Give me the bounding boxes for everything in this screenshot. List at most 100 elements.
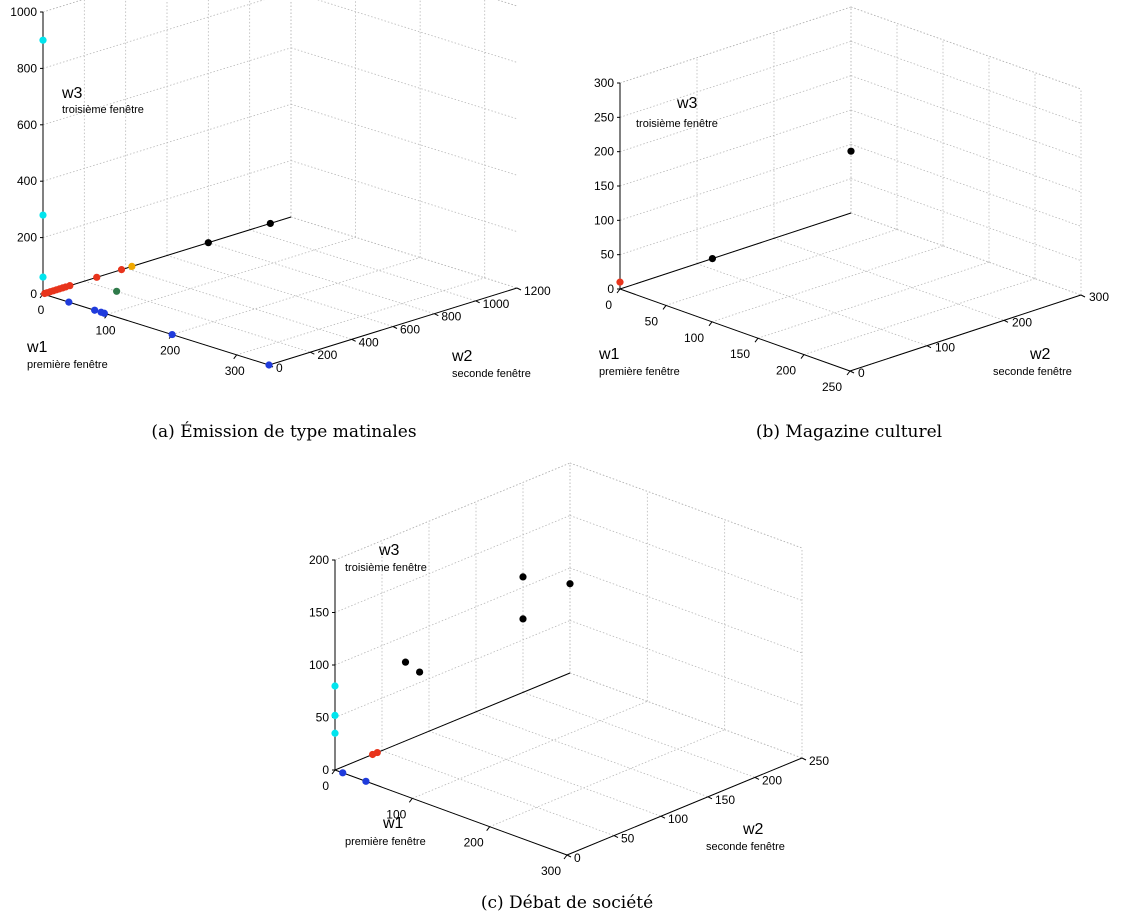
- data-point: [66, 282, 74, 290]
- x-tick: [708, 321, 713, 327]
- z-axis-label: w3: [378, 542, 400, 559]
- data-point: [117, 266, 126, 274]
- y-tick-label: 50: [621, 832, 635, 846]
- x-tick-label: 150: [730, 347, 750, 361]
- x-tick: [616, 288, 621, 294]
- grid-line: [42, 103, 292, 182]
- z-axis-label: w3: [61, 85, 83, 102]
- z-tick-label: 800: [17, 61, 37, 75]
- grid-line: [249, 229, 476, 302]
- x-tick-label: 100: [96, 323, 116, 337]
- z-tick-label: 0: [607, 282, 614, 296]
- y-tick: [660, 815, 666, 819]
- z-tick-label: 400: [17, 174, 37, 188]
- y-tick-label: 0: [276, 361, 283, 375]
- y-tick: [516, 287, 522, 291]
- x-tick: [233, 354, 238, 360]
- z-tick-label: 150: [594, 179, 614, 193]
- y-tick: [1003, 319, 1009, 323]
- grid-line: [569, 462, 803, 549]
- grid-line: [166, 255, 394, 327]
- y-tick: [1080, 294, 1086, 298]
- grid-line: [42, 0, 265, 69]
- grid-line: [696, 263, 928, 347]
- data-point: [39, 211, 47, 219]
- grid-line: [850, 178, 1082, 262]
- z-tick-label: 300: [594, 76, 614, 90]
- data-point: [65, 298, 73, 306]
- grid-line: [619, 6, 852, 84]
- x-axis-sublabel: première fenêtre: [27, 359, 108, 371]
- z-tick-label: 100: [309, 658, 329, 672]
- z-tick-label: 0: [322, 763, 329, 777]
- grid-line: [850, 40, 1082, 124]
- y-axis: [42, 216, 292, 295]
- grid-line: [42, 160, 292, 238]
- y-tick-label: 100: [668, 812, 688, 826]
- y-axis-label: w2: [742, 821, 764, 838]
- data-point: [362, 777, 370, 785]
- data-point: [265, 361, 273, 369]
- y-tick-label: 200: [762, 773, 782, 787]
- y-axis-sublabel: seconde fenêtre: [452, 368, 531, 380]
- grid-line: [334, 462, 571, 561]
- x-tick-label: 200: [464, 836, 484, 850]
- grid-line: [569, 515, 803, 601]
- grid-line: [334, 515, 571, 613]
- x-tick: [486, 826, 491, 831]
- x-axis-label: w1: [26, 339, 48, 356]
- y-tick: [351, 338, 356, 342]
- data-point: [331, 711, 339, 720]
- x-tick-label: 200: [160, 344, 180, 358]
- grid-line: [334, 567, 571, 666]
- grid-line: [773, 237, 1005, 321]
- grid-line: [619, 75, 852, 153]
- x-axis-label: w1: [598, 346, 620, 363]
- x-axis-sublabel: première fenêtre: [345, 836, 426, 848]
- x-tick: [331, 769, 336, 775]
- y-tick-label: 0: [858, 366, 865, 380]
- x-tick-label: 50: [645, 314, 659, 328]
- grid-line: [381, 750, 615, 836]
- x-tick-label: 200: [776, 364, 796, 378]
- data-point: [519, 615, 527, 623]
- y-tick: [754, 776, 760, 780]
- z-tick-label: 200: [17, 231, 37, 245]
- data-point: [128, 262, 136, 271]
- x-tick-label: 250: [822, 380, 842, 394]
- y-axis-front: [849, 294, 1082, 372]
- x-tick-label: 0: [605, 298, 612, 312]
- panel-caption: (b) Magazine culturel: [756, 422, 942, 442]
- grid-line: [42, 47, 292, 126]
- grid-line: [290, 47, 518, 120]
- y-axis-label: w2: [451, 348, 473, 365]
- y-tick: [801, 757, 807, 761]
- z-tick-label: 200: [309, 553, 329, 567]
- y-tick-label: 300: [1089, 290, 1109, 304]
- z-axis-sublabel: troisième fenêtre: [345, 562, 427, 574]
- data-point: [168, 330, 176, 339]
- x-axis: [334, 769, 568, 856]
- data-point: [266, 219, 274, 228]
- z-axis-sublabel: troisième fenêtre: [62, 104, 144, 116]
- grid-line: [290, 103, 518, 176]
- z-tick-label: 50: [601, 248, 615, 262]
- x-axis: [619, 288, 851, 372]
- x-tick: [800, 354, 805, 359]
- x-tick: [754, 337, 759, 343]
- data-point: [93, 273, 101, 281]
- z-tick-label: 50: [316, 711, 330, 725]
- panel-caption: (a) Émission de type matinales: [151, 421, 416, 442]
- y-tick: [926, 345, 932, 349]
- grid-line: [619, 178, 852, 256]
- panel-caption: (c) Débat de société: [481, 893, 653, 913]
- z-tick-label: 250: [594, 110, 614, 124]
- z-tick-label: 600: [17, 118, 37, 132]
- y-tick-label: 200: [317, 348, 337, 362]
- y-axis-label: w2: [1029, 346, 1051, 363]
- y-tick: [434, 313, 439, 317]
- x-tick: [846, 370, 851, 376]
- x-tick-label: 300: [225, 364, 245, 378]
- x-tick-label: 300: [541, 864, 561, 878]
- y-tick: [613, 835, 619, 839]
